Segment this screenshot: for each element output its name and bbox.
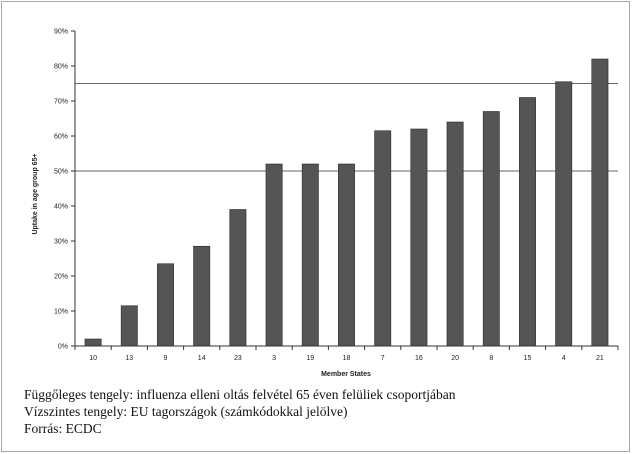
x-tick-label: 4 — [562, 355, 566, 362]
bar-3 — [265, 163, 283, 347]
x-tick-label: 14 — [198, 355, 206, 362]
bar-8 — [482, 111, 500, 347]
bar-13 — [120, 305, 138, 347]
bar-23 — [229, 209, 247, 347]
figure-caption: Függőleges tengely: influenza elleni olt… — [24, 386, 614, 437]
x-tick-label: 10 — [89, 355, 97, 362]
x-tick-label: 19 — [306, 355, 314, 362]
bar-21 — [591, 58, 609, 347]
y-tick-label: 20% — [54, 274, 68, 281]
y-tick-label: 80% — [54, 64, 68, 71]
x-tick-label: 21 — [596, 355, 604, 362]
bar-10 — [84, 338, 102, 347]
x-tick-label: 3 — [272, 355, 276, 362]
x-tick-label: 20 — [451, 355, 459, 362]
bar-9 — [157, 263, 174, 347]
x-tick-label: 13 — [125, 355, 133, 362]
caption-vertical-axis: Függőleges tengely: influenza elleni olt… — [24, 387, 456, 402]
x-tick-label: 7 — [381, 355, 385, 362]
x-tick-label: 9 — [164, 355, 168, 362]
y-tick-label: 10% — [54, 309, 68, 316]
x-tick-label: 23 — [234, 355, 242, 362]
x-tick-label: 16 — [415, 355, 423, 362]
bar-7 — [374, 130, 392, 347]
bar-chart: 0% 10% 20% 30% 40% 50% 60% 70% 80% 90% 10 13 9 14 23 3… — [32, 29, 619, 378]
x-tick-label: 8 — [489, 355, 493, 362]
bar-19 — [301, 163, 319, 347]
y-tick-label: 90% — [54, 29, 68, 36]
y-tick-label: 30% — [54, 239, 68, 246]
y-tick-label: 70% — [54, 99, 68, 106]
bar-4 — [555, 81, 573, 347]
x-tick-label: 15 — [524, 355, 532, 362]
y-axis-title: Uptake in age group 65+ — [32, 153, 39, 234]
caption-horizontal-axis: Vízszintes tengely: EU tagországok (szám… — [24, 404, 348, 419]
y-tick-label: 60% — [54, 134, 68, 141]
bar-18 — [338, 163, 355, 347]
y-tick-label: 50% — [54, 169, 68, 176]
bar-15 — [519, 97, 536, 347]
caption-source: Forrás: ECDC — [24, 421, 102, 436]
bar-16 — [410, 128, 428, 347]
x-tick-label: 18 — [343, 355, 351, 362]
bar-20 — [446, 121, 464, 347]
y-tick-label: 0% — [58, 344, 68, 351]
y-tick-label: 40% — [54, 204, 68, 211]
x-axis-title: Member States — [321, 371, 371, 378]
bar-14 — [193, 245, 211, 347]
